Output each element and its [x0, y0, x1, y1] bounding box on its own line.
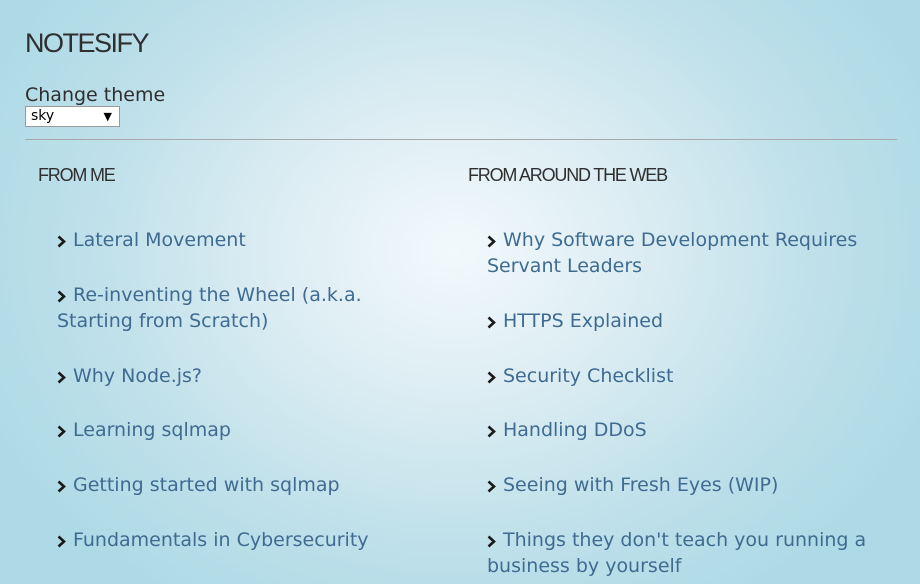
chevron-right-icon	[487, 363, 503, 384]
chevron-right-icon	[487, 308, 503, 329]
chevron-right-icon	[57, 527, 73, 548]
web-link[interactable]: Handling DDoS	[503, 419, 647, 441]
dropdown-arrow-icon: ▼	[103, 110, 112, 123]
theme-select-value: sky	[31, 108, 55, 124]
list-item: Things they don't teach you running a bu…	[487, 527, 882, 579]
list-item: Handling DDoS	[487, 417, 882, 443]
post-link[interactable]: Fundamentals in Cybersecurity	[73, 529, 369, 551]
chevron-right-icon	[57, 472, 73, 493]
post-link[interactable]: Lateral Movement	[73, 229, 246, 251]
chevron-right-icon	[57, 282, 73, 303]
web-link[interactable]: HTTPS Explained	[503, 310, 664, 332]
list-item: Why Node.js?	[57, 363, 437, 389]
list-item: Getting started with sqlmap	[57, 472, 437, 498]
list-item: Fundamentals in Cybersecurity	[57, 527, 437, 553]
theme-label: Change theme	[25, 84, 166, 106]
chevron-right-icon	[57, 363, 73, 384]
chevron-right-icon	[487, 527, 503, 548]
list-item: Learning sqlmap	[57, 417, 437, 443]
list-item: Security Checklist	[487, 363, 882, 389]
post-link[interactable]: Learning sqlmap	[73, 419, 231, 441]
chevron-right-icon	[487, 472, 503, 493]
chevron-right-icon	[487, 227, 503, 248]
list-item: Seeing with Fresh Eyes (WIP)	[487, 472, 882, 498]
from-me-heading: FROM ME	[38, 165, 116, 185]
post-link[interactable]: Getting started with sqlmap	[73, 474, 340, 496]
post-link[interactable]: Why Node.js?	[73, 365, 203, 387]
list-item: Why Software Development Requires Servan…	[487, 227, 882, 279]
web-link[interactable]: Things they don't teach you running a bu…	[487, 529, 867, 577]
app-title: NOTESIFY	[25, 28, 150, 58]
theme-select[interactable]: sky ▼	[25, 106, 120, 127]
web-link[interactable]: Security Checklist	[503, 365, 674, 387]
chevron-right-icon	[57, 417, 73, 438]
chevron-right-icon	[57, 227, 73, 248]
chevron-right-icon	[487, 417, 503, 438]
list-item: HTTPS Explained	[487, 308, 882, 334]
list-item: Lateral Movement	[57, 227, 437, 253]
header-divider	[25, 139, 897, 140]
web-link[interactable]: Why Software Development Requires Servan…	[487, 229, 858, 277]
list-item: Re-inventing the Wheel (a.k.a. Starting …	[57, 282, 437, 334]
post-link[interactable]: Re-inventing the Wheel (a.k.a. Starting …	[57, 284, 362, 332]
web-link[interactable]: Seeing with Fresh Eyes (WIP)	[503, 474, 779, 496]
from-around-the-web-heading: FROM AROUND THE WEB	[468, 165, 668, 185]
